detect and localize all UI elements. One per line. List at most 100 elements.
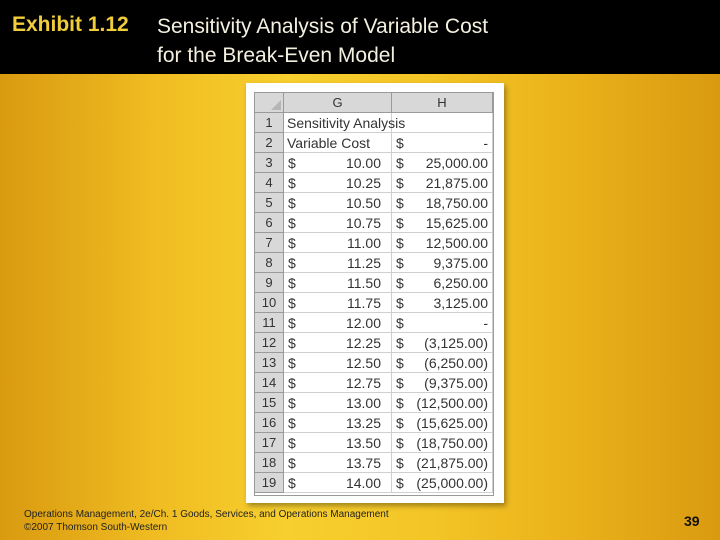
variable-cost-value: 13.75 [345,455,381,471]
profit-value: (15,625.00) [416,415,488,431]
table-row: 7 $11.00 $12,500.00 [255,233,493,253]
currency-symbol: $ [396,315,404,331]
table-row: 5 $10.50 $18,750.00 [255,193,493,213]
cell-g: $13.75 [284,453,392,473]
currency-symbol: $ [288,335,296,351]
currency-symbol: $ [396,255,404,271]
cell-h: $ (6,250.00) [392,353,493,373]
cell-h: $18,750.00 [392,193,493,213]
cell-g: $12.00 [284,313,392,333]
currency-symbol: $ [396,155,404,171]
cell-h: $ - [392,133,493,153]
footer-line-1: Operations Management, 2e/Ch. 1 Goods, S… [24,509,389,520]
currency-symbol: $ [288,315,296,331]
cell-g: $10.75 [284,213,392,233]
currency-symbol: $ [288,275,296,291]
currency-symbol: $ [396,455,404,471]
variable-cost-value: 13.50 [345,435,381,451]
currency-symbol: $ [288,415,296,431]
row-number: 5 [255,193,284,213]
profit-value: 15,625.00 [425,215,488,231]
page-number: 39 [684,513,700,529]
title-bar: Exhibit 1.12 Sensitivity Analysis of Var… [0,0,720,74]
cell-h: $25,000.00 [392,153,493,173]
currency-symbol: $ [396,335,404,351]
currency-symbol: $ [396,275,404,291]
variable-cost-value: 11.00 [347,235,381,251]
currency-symbol: $ [288,435,296,451]
profit-value: (12,500.00) [416,395,488,411]
row-number: 2 [255,133,284,153]
table-row: 15 $13.00 $ (12,500.00) [255,393,493,413]
profit-value: (25,000.00) [416,475,488,491]
spreadsheet-rows: 1 Sensitivity Analysis 2 Variable Cost $ -3 $1… [255,113,493,493]
cell-h: $ (15,625.00) [392,413,493,433]
currency-symbol: $ [396,415,404,431]
cell-g: $13.25 [284,413,392,433]
currency-symbol: $ [396,395,404,411]
variable-cost-value: 10.75 [345,215,381,231]
variable-cost-value: 14.00 [345,475,381,491]
row-number: 11 [255,313,284,333]
cell-h: $ (12,500.00) [392,393,493,413]
currency-symbol: $ [396,375,404,391]
profit-value: 9,375.00 [433,255,489,271]
profit-value: 25,000.00 [425,155,488,171]
profit-value: 12,500.00 [425,235,488,251]
table-row: 10 $11.75 $3,125.00 [255,293,493,313]
variable-cost-value: 12.00 [345,315,381,331]
cell-g: $10.00 [284,153,392,173]
row-number: 12 [255,333,284,353]
slide-title: Sensitivity Analysis of Variable Cost fo… [157,15,489,67]
row-number: 7 [255,233,284,253]
profit-value: (9,375.00) [424,375,488,391]
currency-symbol: $ [288,235,296,251]
currency-symbol: $ [288,375,296,391]
table-row: 19 $14.00 $ (25,000.00) [255,473,493,493]
cell-g: $13.00 [284,393,392,413]
currency-symbol: $ [288,175,296,191]
table-row: 4 $10.25 $21,875.00 [255,173,493,193]
cell-h: $ (25,000.00) [392,473,493,493]
cell-g: $12.75 [284,373,392,393]
currency-symbol: $ [396,235,404,251]
row-number: 13 [255,353,284,373]
variable-cost-value: 13.00 [345,395,381,411]
currency-symbol: $ [288,355,296,371]
variable-cost-value: 11.25 [347,255,381,271]
currency-symbol: $ [396,215,404,231]
spreadsheet-grid: G H 1 Sensitivity Analysis 2 Variable Cost $… [254,92,494,496]
table-row: 17 $13.50 $ (18,750.00) [255,433,493,453]
variable-cost-value: 12.25 [345,335,381,351]
column-header-g: G [284,93,392,113]
table-row: 2 Variable Cost $ - [255,133,493,153]
cell-h: $15,625.00 [392,213,493,233]
table-row: 13 $12.50 $ (6,250.00) [255,353,493,373]
row-number: 8 [255,253,284,273]
row-number: 6 [255,213,284,233]
cell-h: $ (18,750.00) [392,433,493,453]
cell-g: $10.25 [284,173,392,193]
currency-symbol: $ [396,355,404,371]
cell-h: $ (9,375.00) [392,373,493,393]
cell-g: $14.00 [284,473,392,493]
currency-symbol: $ [288,195,296,211]
currency-symbol: $ [396,295,404,311]
table-row: 8 $11.25 $9,375.00 [255,253,493,273]
cell-h: $ (3,125.00) [392,333,493,353]
table-row: 14 $12.75 $ (9,375.00) [255,373,493,393]
table-row: 11 $12.00 $ - [255,313,493,333]
spreadsheet-screenshot: G H 1 Sensitivity Analysis 2 Variable Cost $… [246,83,504,503]
row-number: 14 [255,373,284,393]
variable-cost-value: 12.50 [345,355,381,371]
profit-value: 6,250.00 [433,275,489,291]
currency-symbol: $ [396,175,404,191]
cell-g: $12.25 [284,333,392,353]
row-number: 18 [255,453,284,473]
row-number: 17 [255,433,284,453]
cell-text: Variable Cost [287,135,371,151]
variable-cost-value: 13.25 [345,415,381,431]
currency-symbol: $ [396,435,404,451]
table-row: 1 Sensitivity Analysis [255,113,493,133]
profit-value: (18,750.00) [416,435,488,451]
